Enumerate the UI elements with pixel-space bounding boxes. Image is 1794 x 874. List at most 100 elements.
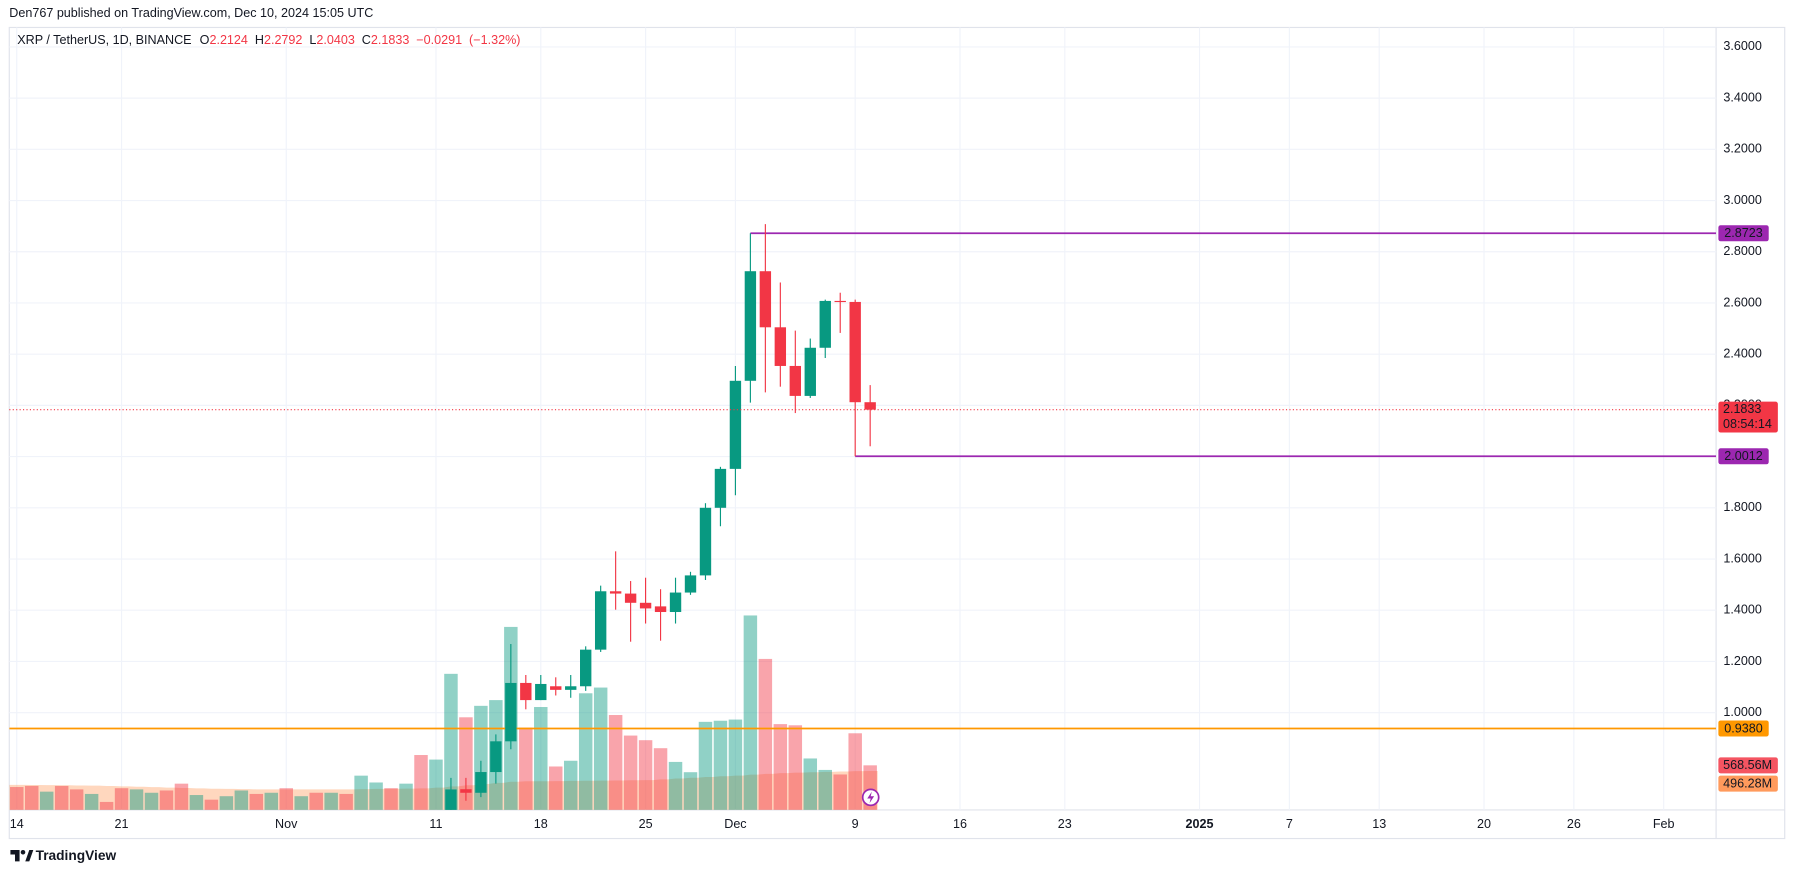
volume-bar — [384, 788, 398, 810]
volume-bar — [144, 792, 159, 810]
volume-bar — [728, 719, 743, 810]
volume-bar — [833, 774, 847, 810]
candle-body — [550, 686, 562, 690]
price-line-label-bg — [1718, 225, 1769, 242]
last-price-label: 2.1833 — [1723, 402, 1761, 416]
volume-bar — [24, 785, 39, 810]
x-tick-label: 16 — [953, 817, 967, 831]
volume-bar — [788, 725, 803, 810]
legend-change-percent: (−1.32%) — [469, 34, 520, 48]
price-line-label: 0.9380 — [1724, 721, 1762, 735]
x-tick-label: Feb — [1653, 817, 1675, 831]
volume-bar — [10, 787, 24, 810]
candle-body — [654, 606, 667, 613]
x-tick-label: 18 — [534, 817, 548, 831]
price-line-label-bg — [1718, 720, 1769, 737]
volume-bar — [623, 735, 638, 810]
volume-bar — [818, 769, 832, 810]
candle-body — [759, 271, 772, 328]
logo-mark — [25, 849, 34, 862]
y-tick-label: 3.0000 — [1723, 193, 1761, 207]
candle-body — [460, 789, 472, 793]
volume-bar — [69, 789, 84, 810]
volume-bar — [773, 724, 788, 810]
y-tick-label: 1.0000 — [1723, 705, 1761, 719]
x-tick-label: 7 — [1286, 817, 1293, 831]
volume-bar — [204, 799, 219, 810]
x-tick-label: Dec — [724, 817, 746, 831]
x-tick-label: 23 — [1058, 817, 1072, 831]
volume-bar — [369, 782, 383, 810]
candle-body — [565, 686, 577, 690]
volume-bar — [309, 792, 323, 810]
volume-ma-label: 496.28M — [1723, 777, 1772, 791]
volume-bar — [114, 788, 129, 810]
volume-bar — [429, 759, 443, 810]
volume-bar — [444, 673, 458, 810]
y-tick-label: 1.4000 — [1723, 603, 1761, 617]
candle-body — [445, 789, 457, 810]
y-tick-label: 1.6000 — [1723, 551, 1761, 565]
candle-body — [609, 591, 622, 594]
candle-body — [520, 682, 532, 701]
candle-body — [594, 591, 607, 650]
y-tick-label: 1.8000 — [1723, 500, 1761, 514]
candle-body — [804, 347, 816, 396]
volume-bar — [683, 772, 698, 810]
volume-bar — [668, 761, 683, 810]
volume-bar — [249, 793, 264, 810]
candle-body — [639, 602, 652, 609]
candle-body — [535, 683, 547, 701]
volume-bar — [294, 796, 308, 810]
countdown: 08:54:14 — [1723, 417, 1772, 431]
x-tick-label: 20 — [1477, 817, 1491, 831]
volume-bar — [593, 687, 608, 810]
volume-bar — [174, 783, 189, 810]
candle-body — [834, 300, 846, 303]
volume-bar — [563, 760, 578, 810]
volume-bar — [279, 788, 293, 810]
published-note: Den767 published on TradingView.com, Dec… — [9, 6, 373, 20]
volume-bar — [743, 615, 758, 810]
volume-bar — [848, 733, 862, 810]
volume-bar — [189, 795, 204, 810]
candle-body — [819, 300, 831, 348]
legend-high-label: H — [255, 34, 264, 48]
footer-logo — [10, 849, 34, 862]
volume-bar — [803, 758, 818, 810]
y-tick-label: 2.4000 — [1723, 347, 1761, 361]
x-tick-label: 14 — [10, 817, 24, 831]
candle-body — [774, 327, 787, 366]
volume-bar — [324, 792, 338, 810]
volume-bar — [519, 727, 533, 810]
legend-open: 2.2124 — [209, 34, 247, 48]
last-price-label-bg — [1718, 401, 1778, 433]
y-tick-label: 3.2000 — [1723, 142, 1761, 156]
candle-body — [714, 468, 727, 508]
event-icon-bolt — [867, 791, 875, 804]
volume-bar — [608, 715, 623, 810]
y-tick-label: 2.6000 — [1723, 295, 1761, 309]
logo-mark — [10, 849, 20, 862]
volume-bar — [54, 785, 69, 810]
volume-bar — [354, 775, 368, 810]
price-line-label-bg — [1718, 448, 1769, 465]
legend-low: 2.0403 — [316, 34, 354, 48]
volume-bar — [758, 658, 773, 810]
volume-label: 568.56M — [1723, 758, 1772, 772]
candle-body — [490, 741, 502, 773]
volume-bar — [234, 790, 249, 810]
legend-high: 2.2792 — [264, 34, 302, 48]
volume-bar — [534, 707, 548, 810]
volume-bar — [578, 693, 593, 810]
volume-bar — [159, 790, 174, 810]
logo-dot — [20, 849, 26, 855]
volume-bar — [84, 793, 99, 810]
candle-body — [475, 772, 487, 793]
volume-bar — [653, 748, 668, 810]
candle-body — [580, 649, 592, 687]
candle-body — [864, 402, 876, 410]
